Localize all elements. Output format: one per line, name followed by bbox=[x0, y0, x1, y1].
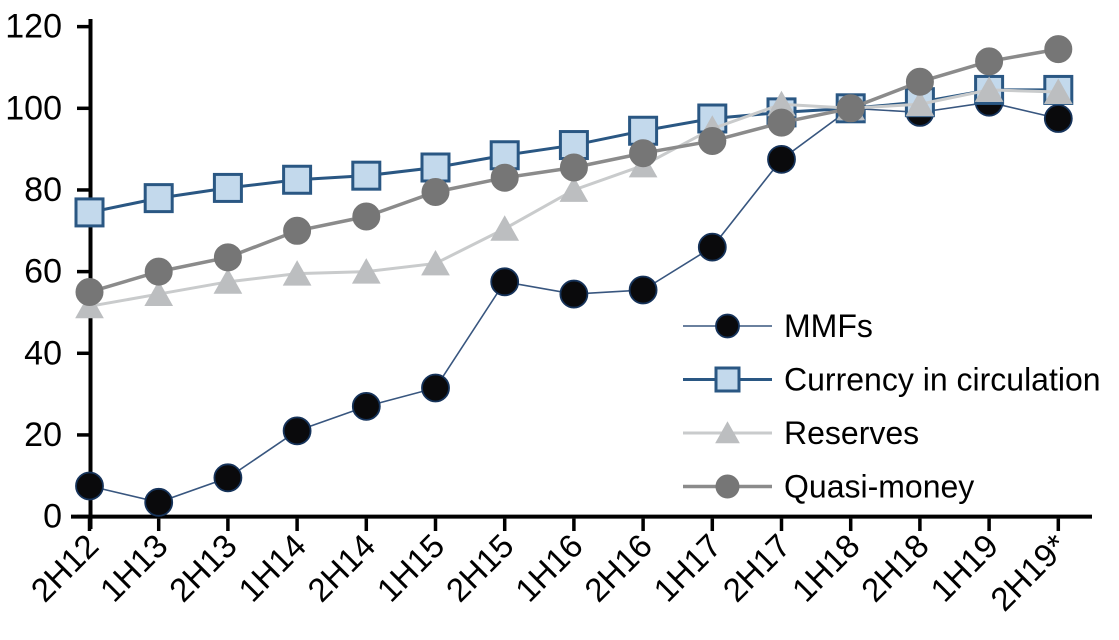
x-axis-tick-label: 1H16 bbox=[508, 527, 590, 609]
data-point-currency-in-circulation-1H13 bbox=[143, 183, 174, 214]
legend-label-currency-in-circulation: Currency in circulation bbox=[784, 362, 1101, 398]
data-point-reserves-2H13 bbox=[213, 268, 243, 294]
data-point-quasi-money-1H13 bbox=[144, 257, 173, 286]
legend-label-reserves: Reserves bbox=[784, 415, 919, 451]
y-axis-tick-label: 20 bbox=[24, 416, 62, 454]
y-axis-tick-label: 100 bbox=[5, 89, 62, 127]
data-point-quasi-money-2H17 bbox=[767, 108, 796, 137]
data-point-currency-in-circulation-1H15 bbox=[420, 152, 451, 183]
data-point-mmfs-1H17 bbox=[697, 232, 727, 262]
x-axis-tick-label: 2H18 bbox=[854, 527, 936, 609]
x-axis-tick-label: 2H14 bbox=[300, 527, 382, 609]
data-point-mmfs-1H14 bbox=[282, 416, 312, 446]
data-point-reserves-2H15 bbox=[490, 215, 520, 241]
x-axis-tick-label: 2H12 bbox=[24, 527, 106, 609]
data-point-quasi-money-1H18 bbox=[836, 94, 865, 123]
legend-item-quasi-money: Quasi-money bbox=[683, 469, 974, 505]
x-axis-tick-label: 1H15 bbox=[370, 527, 452, 609]
data-point-currency-in-circulation-1H14 bbox=[282, 164, 313, 195]
legend-marker-square-currency-in-circulation bbox=[714, 366, 741, 393]
data-point-reserves-2H18 bbox=[905, 90, 935, 117]
legend-item-currency-in-circulation: Currency in circulation bbox=[683, 362, 1101, 398]
x-axis-tick-label: 2H16 bbox=[577, 527, 659, 609]
data-point-quasi-money-2H16 bbox=[629, 139, 658, 168]
data-point-quasi-money-1H15 bbox=[421, 178, 450, 207]
data-point-mmfs-2H13 bbox=[213, 463, 243, 493]
data-point-mmfs-2H12 bbox=[75, 471, 104, 501]
x-axis-tick-label: 2H17 bbox=[716, 527, 798, 609]
legend-item-reserves: Reserves bbox=[683, 415, 919, 451]
x-axis-tick-label: 1H13 bbox=[93, 527, 175, 609]
data-point-quasi-money-1H14 bbox=[283, 216, 312, 245]
data-point-currency-in-circulation-2H13 bbox=[212, 172, 243, 203]
data-point-quasi-money-2H19* bbox=[1044, 35, 1073, 64]
data-point-mmfs-2H19* bbox=[1043, 104, 1073, 133]
data-point-reserves-1H14 bbox=[282, 260, 312, 286]
y-axis-tick-label: 0 bbox=[43, 498, 62, 536]
y-axis-tick-label: 80 bbox=[24, 171, 62, 209]
data-point-mmfs-2H16 bbox=[628, 275, 658, 305]
data-point-quasi-money-1H16 bbox=[559, 153, 588, 182]
data-point-mmfs-1H13 bbox=[144, 487, 174, 517]
data-point-quasi-money-1H19 bbox=[975, 47, 1004, 76]
legend-item-mmfs: MMFs bbox=[683, 308, 873, 344]
data-point-mmfs-2H17 bbox=[767, 144, 796, 174]
legend-marker-circle-quasi-money bbox=[715, 474, 740, 499]
y-axis-tick-label: 120 bbox=[5, 8, 62, 46]
data-point-currency-in-circulation-2H12 bbox=[74, 197, 105, 228]
series-quasi-money bbox=[75, 35, 1073, 307]
legend-marker-triangle-reserves bbox=[715, 421, 740, 444]
data-point-mmfs-2H15 bbox=[490, 267, 520, 297]
data-point-quasi-money-2H12 bbox=[75, 278, 104, 307]
x-axis-tick-label: 2H19* bbox=[983, 527, 1074, 618]
data-point-reserves-1H15 bbox=[421, 249, 450, 276]
y-axis-tick-label: 60 bbox=[24, 253, 62, 291]
data-point-mmfs-1H15 bbox=[421, 373, 450, 403]
data-point-mmfs-1H16 bbox=[559, 279, 589, 309]
y-axis-tick-label: 40 bbox=[24, 334, 62, 372]
x-axis-tick-label: 2H15 bbox=[439, 527, 521, 609]
data-point-quasi-money-2H18 bbox=[905, 67, 934, 96]
legend-label-quasi-money: Quasi-money bbox=[784, 469, 974, 505]
data-point-quasi-money-2H13 bbox=[213, 243, 242, 272]
data-point-reserves-1H19 bbox=[974, 76, 1004, 102]
data-point-currency-in-circulation-2H15 bbox=[489, 140, 520, 171]
data-point-mmfs-2H14 bbox=[351, 391, 381, 421]
data-point-quasi-money-2H14 bbox=[352, 202, 381, 231]
legend: MMFs Currency in circulation Reserves Quasi… bbox=[683, 308, 1101, 505]
data-point-quasi-money-1H17 bbox=[698, 126, 727, 155]
x-axis-tick-label: 1H14 bbox=[231, 527, 313, 609]
data-point-reserves-1H13 bbox=[144, 280, 174, 307]
data-point-currency-in-circulation-2H14 bbox=[351, 160, 382, 191]
data-point-reserves-2H19* bbox=[1043, 78, 1073, 104]
x-axis-tick-label: 1H18 bbox=[785, 527, 867, 609]
legend-label-mmfs: MMFs bbox=[784, 308, 873, 344]
legend-marker-circle-mmfs bbox=[715, 313, 740, 339]
x-axis-tick-label: 2H13 bbox=[162, 527, 244, 609]
data-point-reserves-1H16 bbox=[559, 176, 589, 202]
x-axis-tick-label: 1H17 bbox=[646, 527, 728, 609]
data-point-quasi-money-2H15 bbox=[490, 163, 519, 192]
data-point-reserves-2H14 bbox=[351, 258, 381, 284]
